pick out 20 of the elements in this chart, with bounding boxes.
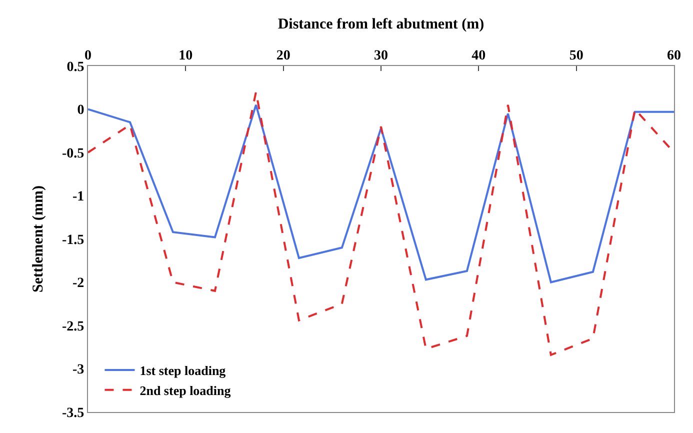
x-tick-label: 60	[667, 48, 681, 64]
y-tick-label: -2.5	[62, 319, 84, 334]
y-tick-label: -2	[72, 276, 84, 292]
x-tick-label: 50	[569, 48, 584, 64]
y-tick-label: 0.5	[66, 60, 84, 75]
line-series	[88, 104, 674, 284]
y-tick-label: -1	[72, 190, 84, 205]
x-tick-label: 30	[374, 48, 388, 64]
y-axis-title: Settlement (mm)	[30, 185, 46, 293]
x-tick-label: 10	[178, 48, 193, 64]
x-tick-label: 40	[472, 48, 486, 64]
legend-label: 1st step loading	[140, 363, 226, 378]
y-tick-label: -3	[72, 362, 84, 378]
y-tick-label: -0.5	[62, 146, 84, 162]
x-axis-title: Distance from left abutment (m)	[278, 16, 484, 33]
y-tick-label: -3.5	[62, 406, 84, 421]
y-tick-label: 0	[77, 103, 84, 118]
y-tick-label: -1.5	[62, 232, 84, 248]
x-tick-label: 20	[276, 48, 290, 64]
legend-label: 2nd step loading	[140, 383, 232, 398]
